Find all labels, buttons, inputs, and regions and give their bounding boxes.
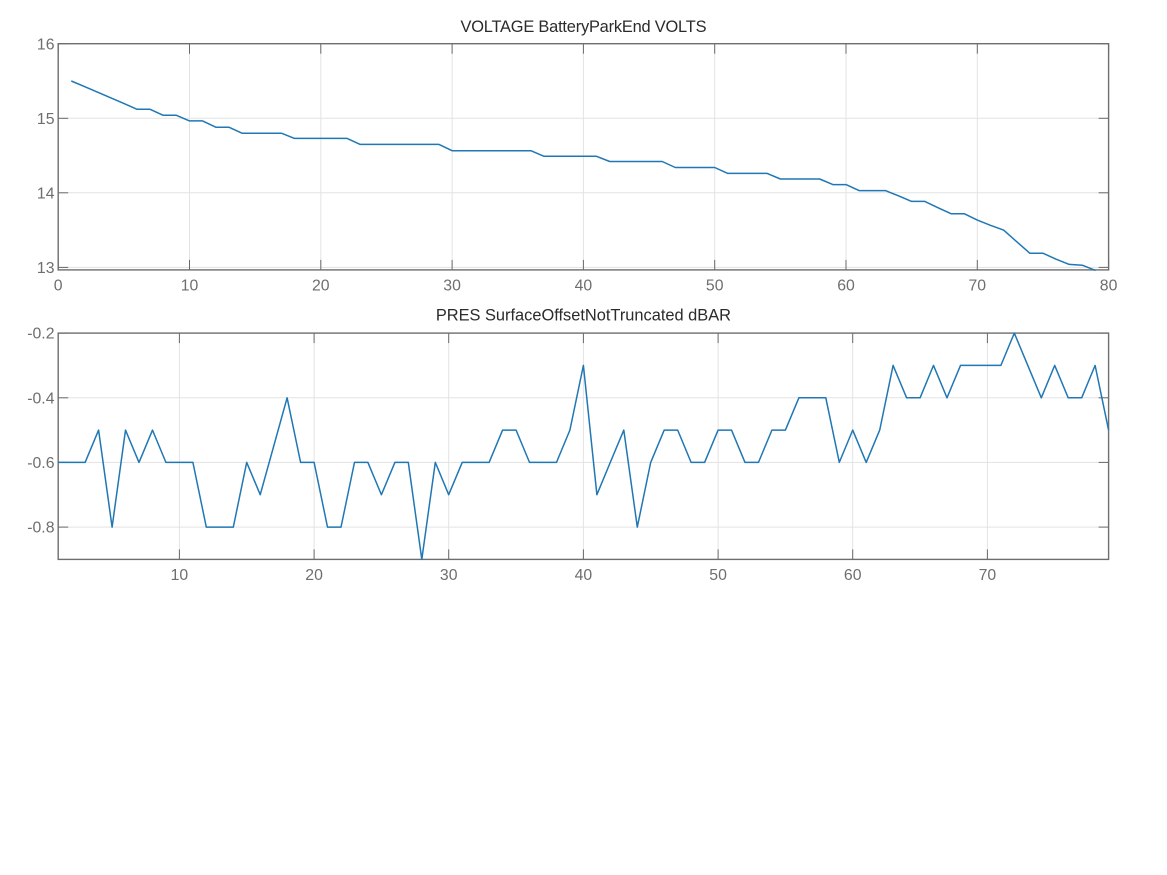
svg-text:13: 13 <box>37 260 55 277</box>
svg-text:70: 70 <box>979 567 997 584</box>
svg-text:10: 10 <box>171 567 189 584</box>
svg-text:-0.6: -0.6 <box>27 455 54 472</box>
svg-text:-0.8: -0.8 <box>27 520 54 537</box>
svg-text:80: 80 <box>1100 277 1118 294</box>
svg-text:20: 20 <box>305 567 323 584</box>
svg-text:0: 0 <box>54 277 63 294</box>
svg-text:14: 14 <box>37 185 55 202</box>
svg-text:30: 30 <box>440 567 458 584</box>
svg-text:50: 50 <box>709 567 727 584</box>
svg-text:40: 40 <box>575 567 593 584</box>
svg-text:10: 10 <box>181 277 199 294</box>
svg-text:16: 16 <box>37 36 55 53</box>
svg-text:VOLTAGE BatteryParkEnd VOLTS: VOLTAGE BatteryParkEnd VOLTS <box>460 18 706 36</box>
svg-text:70: 70 <box>969 277 987 294</box>
svg-text:PRES SurfaceOffsetNotTruncated: PRES SurfaceOffsetNotTruncated dBAR <box>436 307 731 325</box>
svg-text:30: 30 <box>443 277 461 294</box>
svg-text:60: 60 <box>837 277 855 294</box>
svg-text:60: 60 <box>844 567 862 584</box>
svg-text:-0.2: -0.2 <box>27 326 54 343</box>
svg-text:50: 50 <box>706 277 724 294</box>
svg-text:15: 15 <box>37 111 55 128</box>
svg-text:-0.4: -0.4 <box>27 390 54 407</box>
svg-text:20: 20 <box>312 277 330 294</box>
svg-text:40: 40 <box>575 277 593 294</box>
